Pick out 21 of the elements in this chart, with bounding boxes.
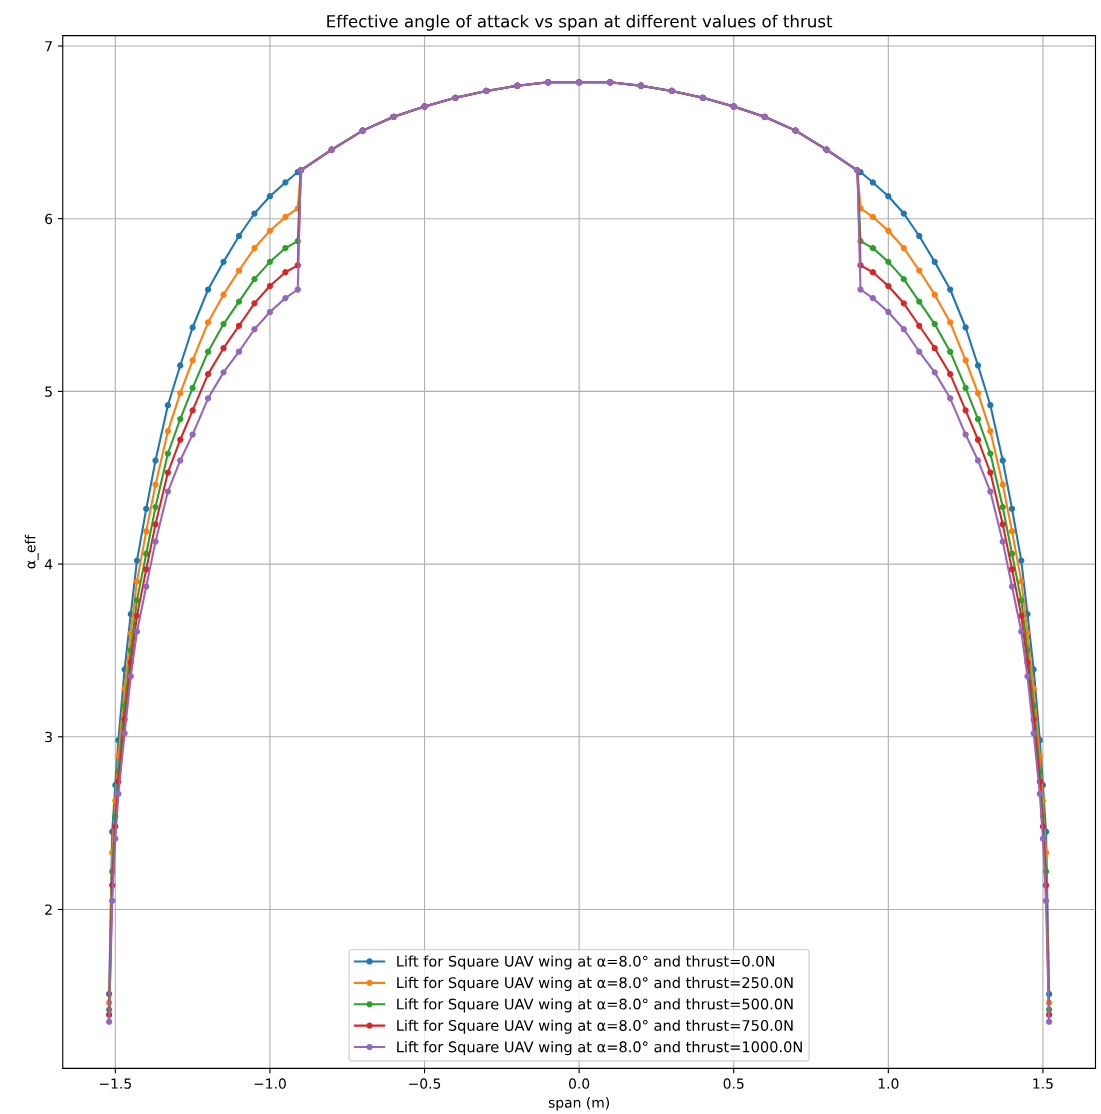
x-tick-label: −1.5 [99, 1078, 131, 1089]
chart-title: Effective angle of attack vs span at different values of thrust [327, 14, 833, 31]
legend-label: Lift for Square UAV wing at α=8.0° and thrust=250.0N [397, 976, 793, 991]
y-tick-label: 2 [45, 904, 52, 915]
x-tick-label: 0.5 [723, 1078, 744, 1089]
legend-label: Lift for Square UAV wing at α=8.0° and thrust=1000.0N [397, 1041, 802, 1056]
x-tick-label: 1.0 [878, 1078, 899, 1089]
x-tick-label: 1.5 [1033, 1078, 1053, 1089]
x-tick-label: −1.0 [254, 1078, 286, 1089]
legend-label: Lift for Square UAV wing at α=8.0° and thrust=500.0N [397, 998, 793, 1013]
y-tick-label: 5 [45, 386, 52, 397]
legend-label: Lift for Square UAV wing at α=8.0° and thrust=750.0N [397, 1019, 793, 1034]
x-tick-label: 0.0 [569, 1078, 590, 1089]
y-axis-title: α_eff [24, 534, 39, 569]
legend-label: Lift for Square UAV wing at α=8.0° and thrust=0.0N [397, 955, 775, 970]
y-tick-label: 6 [45, 213, 53, 225]
x-tick-label: −0.5 [409, 1078, 441, 1089]
y-tick-label: 3 [45, 731, 52, 743]
y-tick-label: 4 [44, 559, 53, 570]
x-axis-title: span (m) [548, 1097, 610, 1111]
y-tick-label: 7 [45, 41, 52, 52]
